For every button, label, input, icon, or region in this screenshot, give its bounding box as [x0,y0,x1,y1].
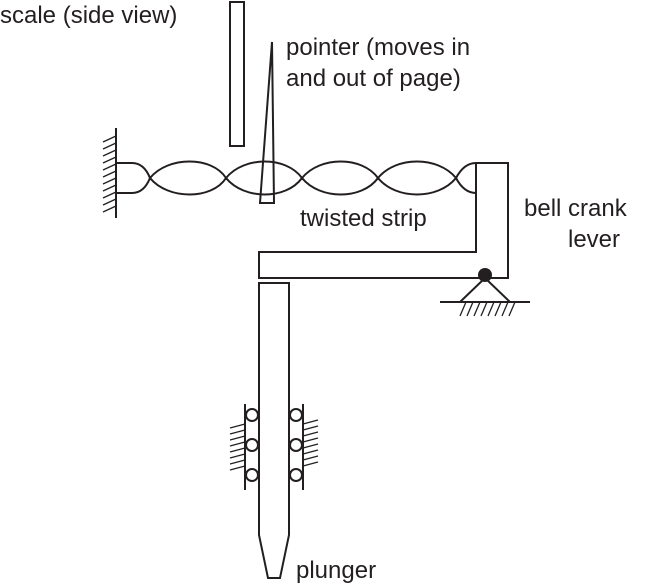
scale-bar [229,1,245,147]
scale-label: scale (side view) [0,2,177,29]
plunger [258,282,290,579]
bell-crank-label-line2: lever [568,226,620,253]
bell-crank-label-line1: bell crank [524,195,628,222]
plunger-label: plunger [296,557,376,584]
pivot-pin [478,268,492,282]
twisted-strip-label: twisted strip [300,205,427,232]
pointer-label-line1: pointer (moves in [286,34,470,61]
left-wall-support [102,128,117,218]
pointer-label-line2: and out of page) [286,65,461,92]
left-guide [229,404,259,490]
right-guide [289,404,319,490]
pointer [258,41,276,204]
twisted-strip [116,160,477,196]
pivot-support [440,268,530,317]
bell-crank-lever [258,162,509,279]
